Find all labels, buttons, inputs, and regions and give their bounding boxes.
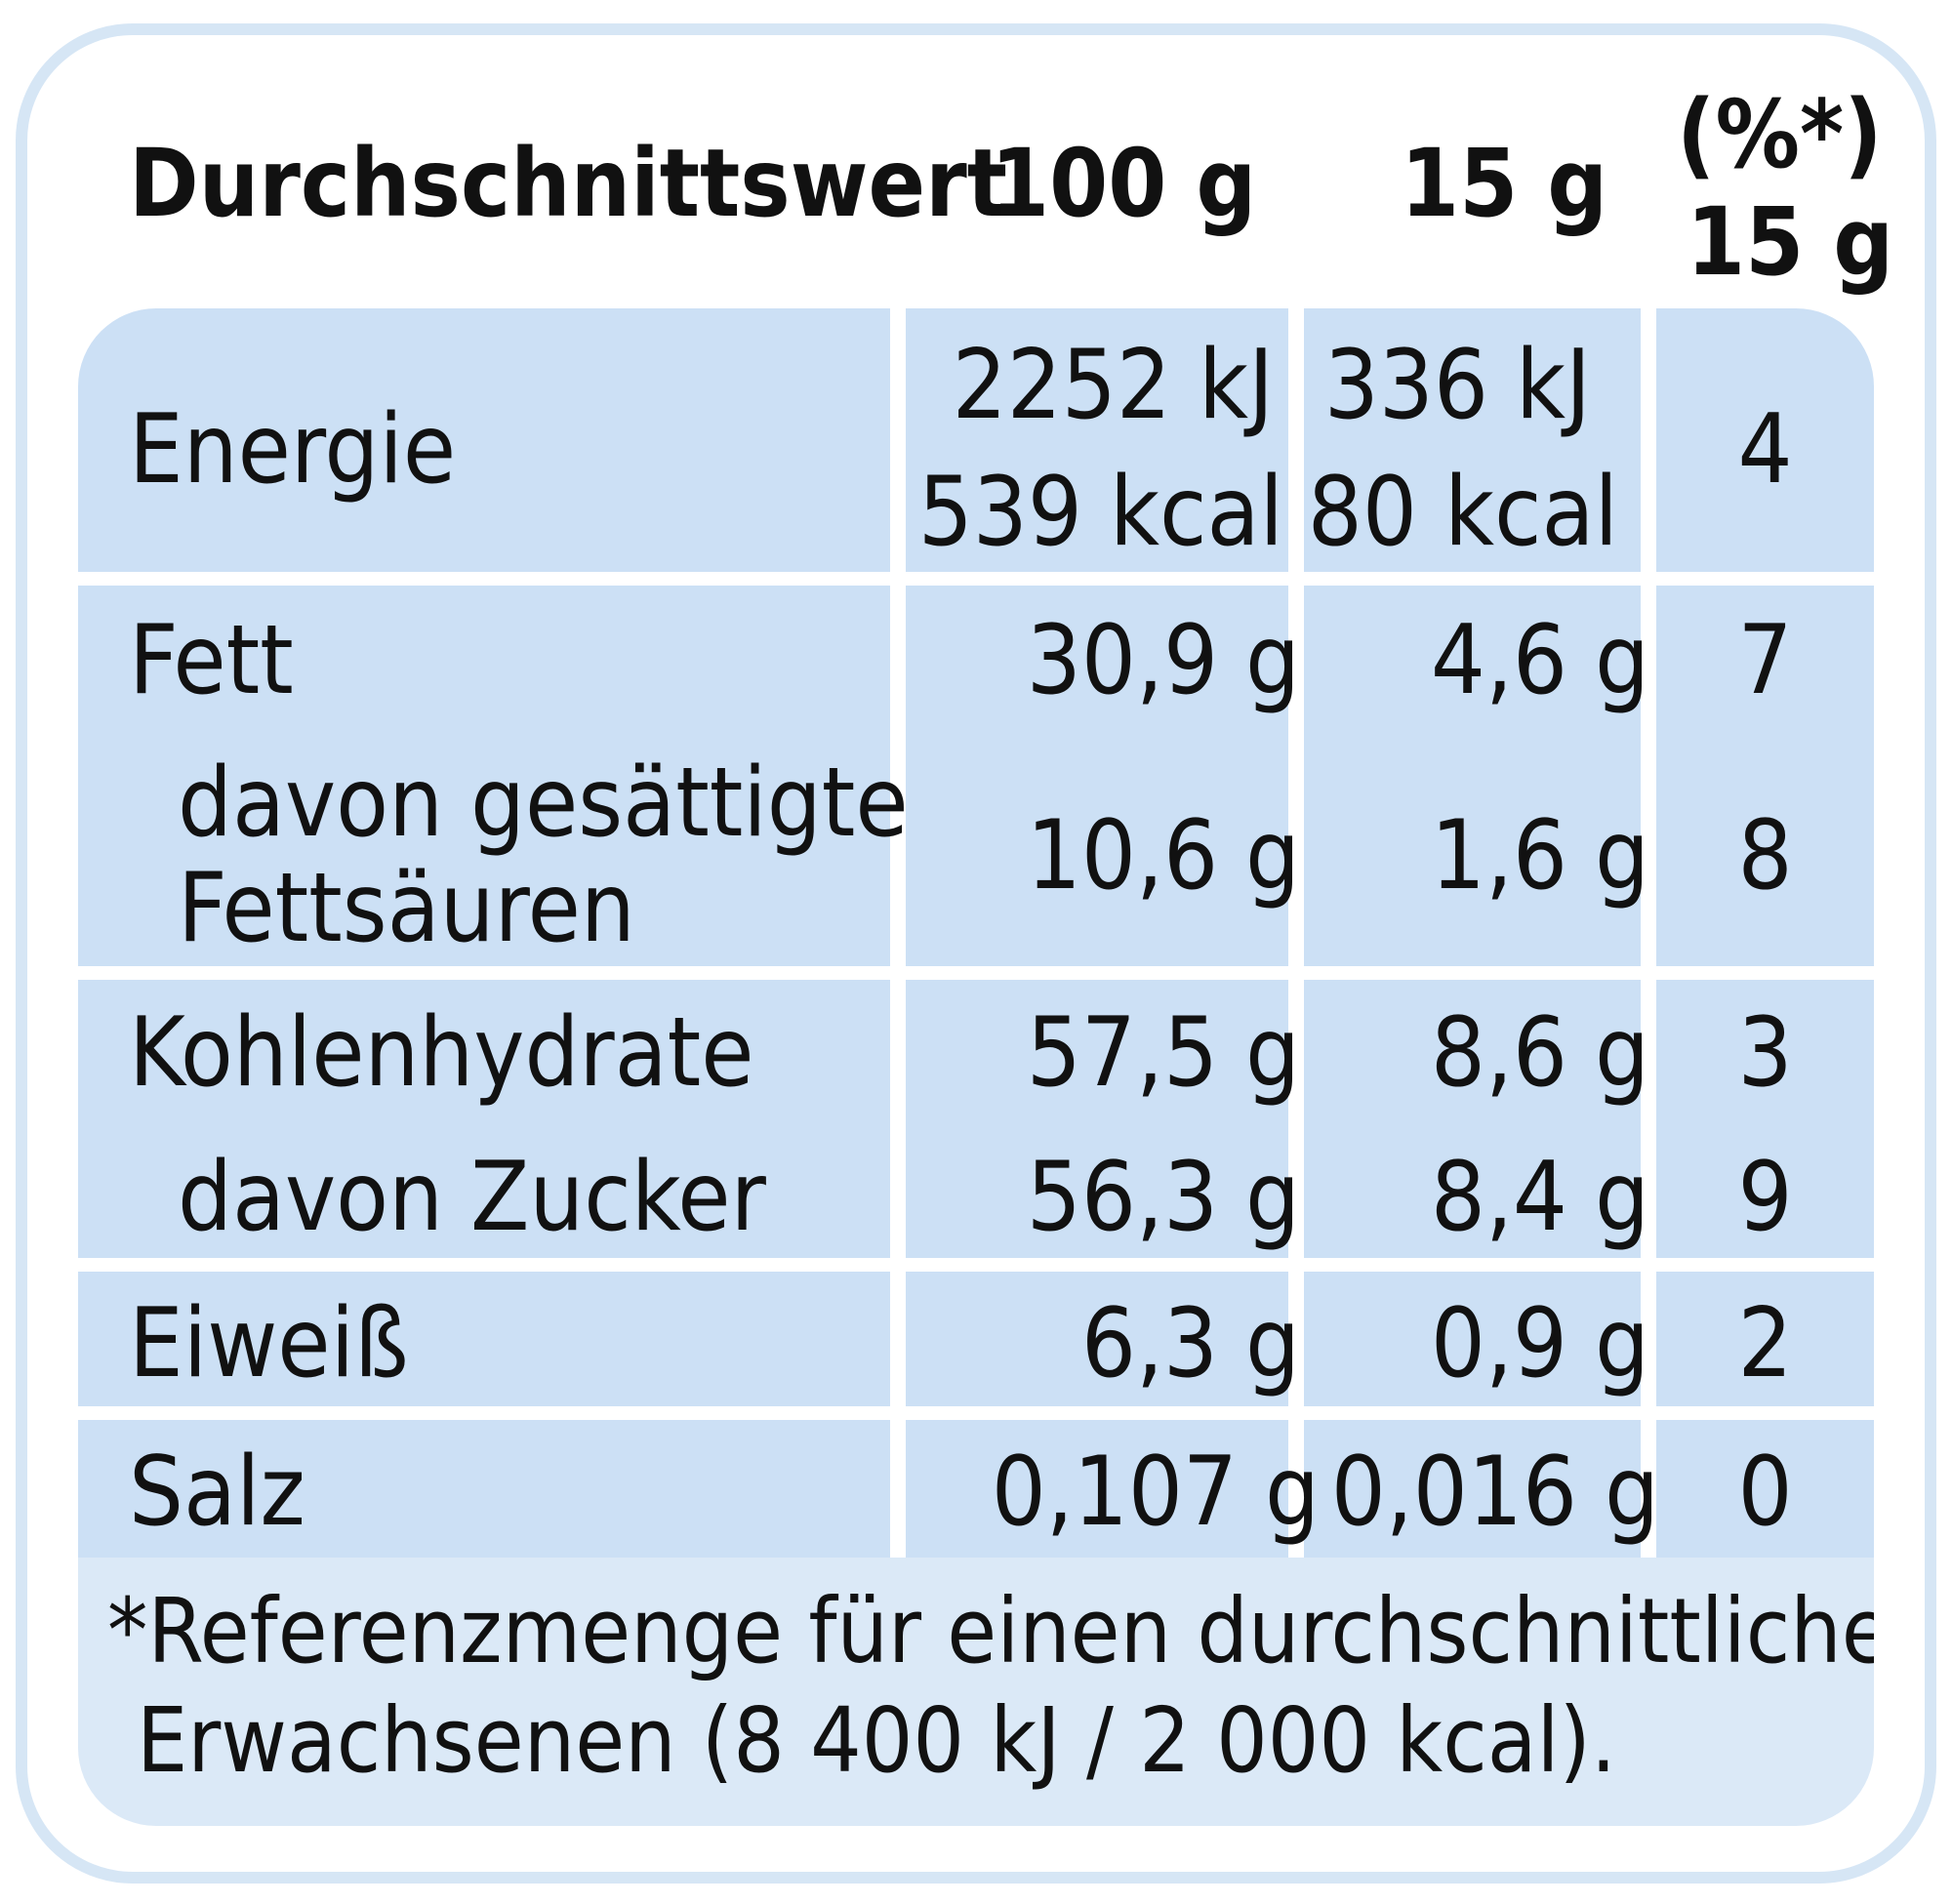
cell-eiweiss-100g [906,1272,1288,1406]
header-col-15g: 15 g [1401,129,1608,238]
row-salz-label: Salz [129,1437,305,1548]
row-gesaettigte-label-line2: Fettsäuren [178,853,635,964]
footnote-line-1: *Referenzmenge für einen durchschnittlic… [107,1579,1874,1683]
row-kohlenhydrate-100g: 57,5 g [1026,997,1300,1109]
cell-salz-100g [906,1420,1288,1558]
cell-energie-15g [1304,308,1641,572]
row-fett-pct: 7 [1737,605,1793,716]
cell-fett-15g [1304,586,1641,966]
cell-fett-pct [1656,586,1874,966]
cell-salz-label [78,1420,890,1558]
footnote-area: *Referenzmenge für einen durchschnittlic… [78,1558,1874,1826]
row-energie-15g-kj: 336 kJ [1323,330,1591,441]
cell-salz-pct [1656,1420,1874,1558]
cell-kh-100g [906,980,1288,1258]
row-energie-100g-kcal: 539 kcal [917,457,1283,568]
row-gesaettigte-100g: 10,6 g [1026,800,1300,911]
header-col-pct-line2: 15 g [1687,187,1894,297]
cell-eiweiss-15g [1304,1272,1641,1406]
row-gesaettigte-15g: 1,6 g [1430,800,1649,911]
row-salz-pct: 0 [1737,1437,1793,1548]
row-salz-15g: 0,016 g [1330,1437,1659,1548]
row-kohlenhydrate-label: Kohlenhydrate [129,997,754,1109]
cell-kh-label [78,980,890,1258]
row-kohlenhydrate-pct: 3 [1737,997,1793,1109]
row-fett-100g: 30,9 g [1026,605,1300,716]
row-energie-100g-kj: 2252 kJ [952,330,1274,441]
row-fett-label: Fett [129,605,294,716]
cell-fett-label [78,586,890,966]
row-eiweiss-15g: 0,9 g [1430,1288,1649,1399]
row-gesaettigte-pct: 8 [1737,800,1793,911]
row-fett-15g: 4,6 g [1430,605,1649,716]
row-kohlenhydrate-15g: 8,6 g [1430,997,1649,1109]
header-col-pct-line1: (%*) [1677,80,1883,189]
cell-eiweiss-pct [1656,1272,1874,1406]
cell-kh-pct [1656,980,1874,1258]
row-zucker-pct: 9 [1737,1142,1793,1253]
nutrition-table: Energie 2252 kJ 539 kcal 336 kJ 80 kcal … [78,308,1874,1826]
cell-energie-label [78,308,890,572]
row-zucker-15g: 8,4 g [1430,1142,1649,1253]
row-gesaettigte-label-line1: davon gesättigte [178,748,909,859]
cell-salz-15g [1304,1420,1641,1558]
header-label: Durchschnittswert [129,129,1007,238]
footnote-line-2: Erwachsenen (8 400 kJ / 2 000 kcal). [137,1688,1617,1794]
row-energie-15g-kcal: 80 kcal [1307,457,1618,568]
cell-kh-15g [1304,980,1641,1258]
cell-fett-100g [906,586,1288,966]
row-eiweiss-pct: 2 [1737,1288,1793,1399]
row-salz-100g: 0,107 g [991,1437,1320,1548]
row-eiweiss-label: Eiweiß [129,1288,409,1399]
cell-energie-pct [1656,308,1874,572]
row-zucker-label: davon Zucker [178,1142,766,1253]
cell-eiweiss-label [78,1272,890,1406]
row-energie-pct: 4 [1737,394,1793,506]
row-eiweiss-100g: 6,3 g [1080,1288,1300,1399]
cell-energie-100g [906,308,1288,572]
row-zucker-100g: 56,3 g [1026,1142,1300,1253]
header-col-100g: 100 g [991,129,1257,238]
row-energie-label: Energie [129,394,457,506]
